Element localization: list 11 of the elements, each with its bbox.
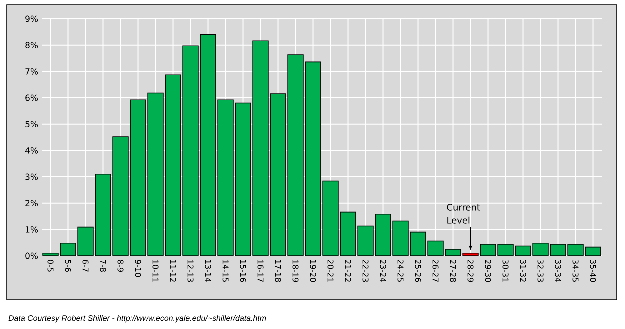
y-tick-label: 8% xyxy=(26,42,38,49)
y-tick-label: 5% xyxy=(26,121,38,128)
y-tick-label: 4% xyxy=(25,147,38,154)
y-tick-label: 1% xyxy=(26,226,38,233)
y-tick-label: 6% xyxy=(26,94,38,102)
y-tick-label: 2% xyxy=(26,200,38,207)
y-tick-label: 3% xyxy=(26,174,38,180)
y-tick-label: 9% xyxy=(26,16,38,22)
annotation: Current Level xyxy=(447,204,480,224)
y-tick-label: 0% xyxy=(26,252,38,260)
y-tick-label: 7% xyxy=(26,68,38,75)
